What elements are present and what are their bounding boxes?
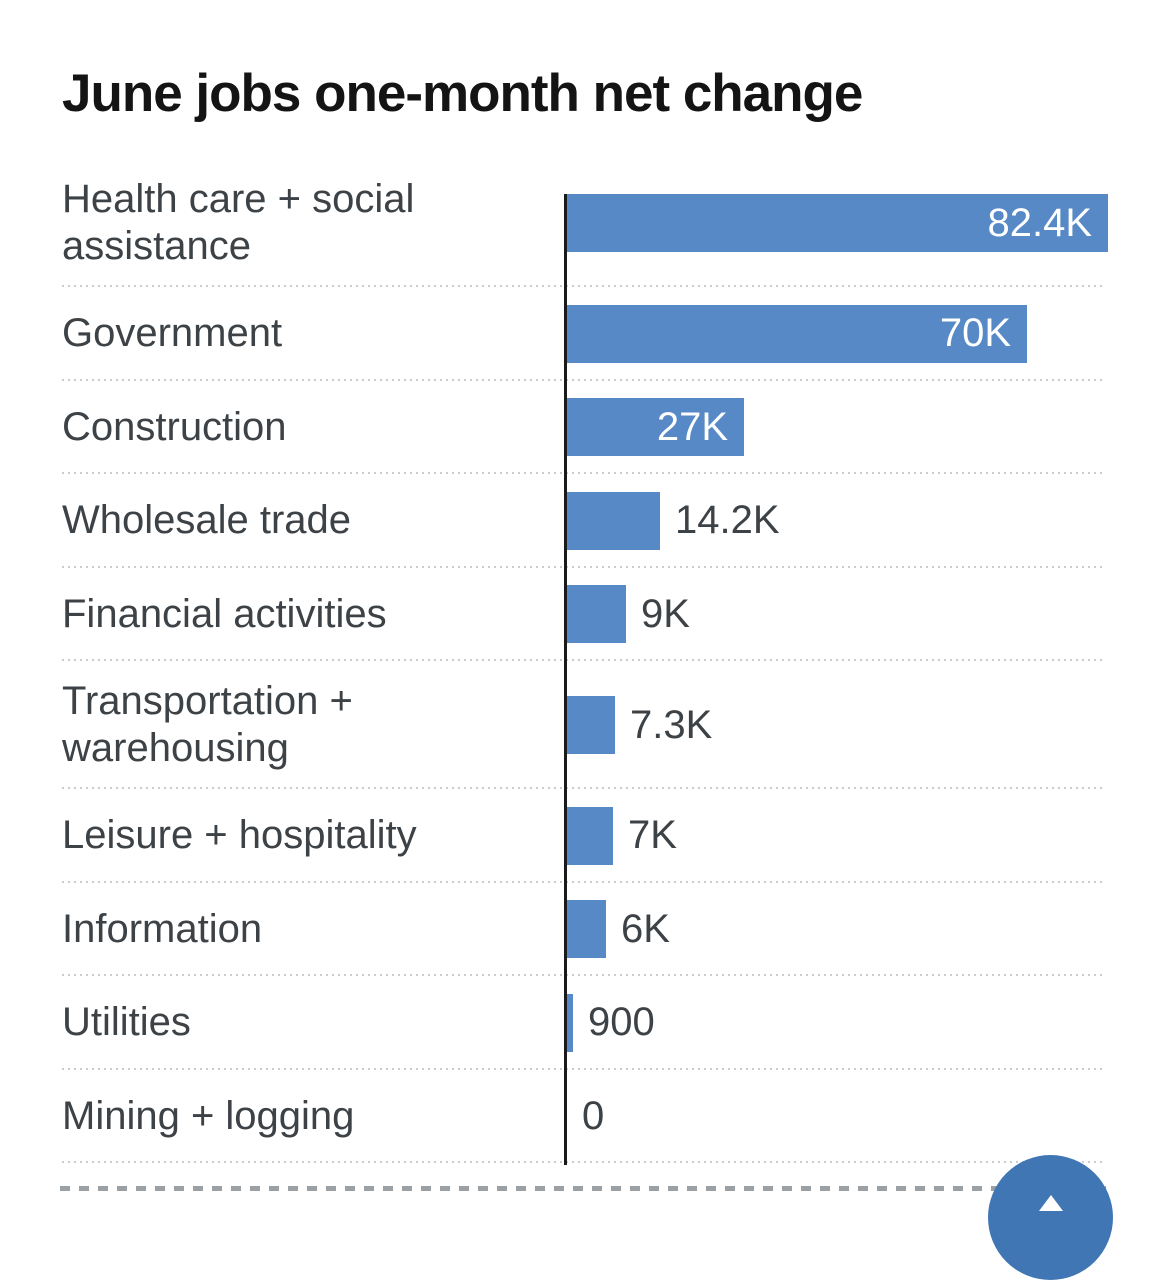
- category-label: Information: [62, 883, 532, 977]
- category-label-line: Information: [62, 906, 263, 951]
- category-label-line: Government: [62, 311, 283, 356]
- bar-value-label: 14.2K: [675, 498, 780, 543]
- bar: [567, 900, 606, 959]
- category-label: Government: [62, 287, 532, 381]
- chart-row: Mining + logging 0: [0, 1070, 1161, 1164]
- category-label: Leisure + hospitality: [62, 789, 532, 883]
- bar: [567, 585, 626, 644]
- arrow-up-icon: [1038, 1195, 1063, 1211]
- chart-row: Wholesale trade 14.2K: [0, 474, 1161, 568]
- bar: 70K: [567, 304, 1027, 363]
- category-label-line: Mining + logging: [62, 1093, 355, 1138]
- bar-track: 0: [567, 1070, 1161, 1164]
- bar-value-label: 6K: [621, 906, 670, 951]
- category-label-line: Utilities: [62, 1000, 191, 1045]
- bar: 27K: [567, 398, 744, 457]
- bar: [567, 993, 573, 1052]
- chart-row: Transportation + warehousing 7.3K: [0, 661, 1161, 789]
- chart-row: Financial activities 9K: [0, 568, 1161, 662]
- category-label: Utilities: [62, 976, 532, 1070]
- category-label: Financial activities: [62, 568, 532, 662]
- bar-track: 9K: [567, 568, 1161, 662]
- category-label: Mining + logging: [62, 1070, 532, 1164]
- category-label-line: warehousing: [62, 726, 289, 770]
- bar: [567, 696, 615, 754]
- chart-row: Health care + social assistance 82.4K: [0, 159, 1161, 287]
- bar-value-label: 70K: [939, 311, 1011, 356]
- category-label-line: Transportation +: [62, 679, 353, 723]
- bar-value-label: 7.3K: [630, 702, 713, 747]
- category-label-line: Construction: [62, 404, 287, 449]
- chart-row: Government 70K: [0, 287, 1161, 381]
- category-label: Wholesale trade: [62, 474, 532, 568]
- bar-value-label: 900: [588, 1000, 655, 1045]
- bar-chart: Health care + social assistance 82.4K Gov…: [0, 159, 1161, 1163]
- bar-track: 900: [567, 976, 1161, 1070]
- bar-value-label: 0: [582, 1093, 605, 1138]
- chart-row: Utilities 900: [0, 976, 1161, 1070]
- scroll-top-button[interactable]: [988, 1155, 1113, 1280]
- category-label-line: Wholesale trade: [62, 498, 352, 543]
- category-label-line: Financial activities: [62, 591, 387, 636]
- category-label-line: Leisure + hospitality: [62, 813, 417, 858]
- bar-track: 82.4K: [567, 159, 1161, 287]
- bar: 82.4K: [567, 194, 1108, 252]
- bar-track: 14.2K: [567, 474, 1161, 568]
- chart-title: June jobs one-month net change: [62, 64, 863, 123]
- zero-axis-line: [564, 194, 567, 1165]
- dashed-divider: [60, 1186, 1106, 1191]
- chart-row: Information 6K: [0, 883, 1161, 977]
- category-label: Health care + social assistance: [62, 159, 532, 287]
- chart-row: Leisure + hospitality 7K: [0, 789, 1161, 883]
- bar-track: 70K: [567, 287, 1161, 381]
- bar-track: 7.3K: [567, 661, 1161, 789]
- bar-value-label: 7K: [628, 813, 677, 858]
- bar-value-label: 27K: [656, 404, 728, 449]
- category-label-line: Health care + social: [62, 177, 415, 221]
- bar-track: 7K: [567, 789, 1161, 883]
- bar-value-label: 9K: [641, 591, 690, 636]
- bar-track: 6K: [567, 883, 1161, 977]
- category-label: Transportation + warehousing: [62, 661, 532, 789]
- bar: [567, 491, 660, 550]
- category-label-line: assistance: [62, 224, 251, 268]
- bar: [567, 806, 613, 865]
- bar-value-label: 82.4K: [987, 200, 1092, 245]
- category-label: Construction: [62, 381, 532, 475]
- chart-row: Construction 27K: [0, 381, 1161, 475]
- bar-track: 27K: [567, 381, 1161, 475]
